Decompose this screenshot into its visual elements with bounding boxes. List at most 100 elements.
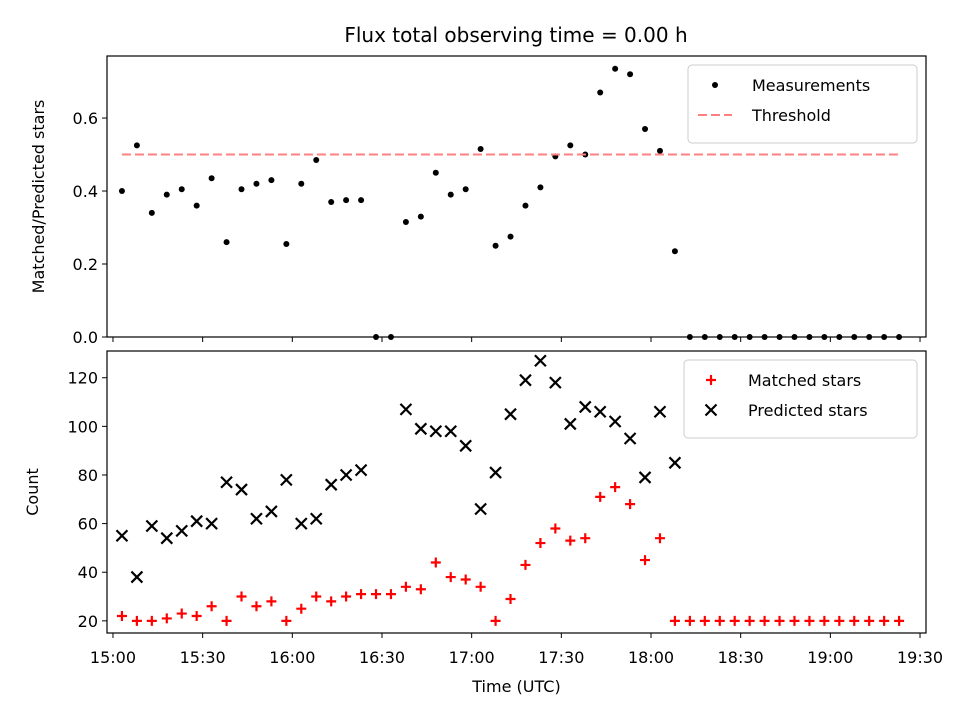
- data-point: [608, 415, 622, 428]
- data-point: [774, 615, 785, 626]
- data-point: [148, 209, 155, 216]
- data-point: [477, 146, 484, 153]
- data-point: [176, 608, 187, 619]
- data-point: [474, 502, 487, 516]
- data-point: [251, 601, 262, 612]
- legend: Matched stars Predicted stars: [683, 359, 918, 439]
- data-point: [235, 483, 248, 496]
- data-point: [268, 177, 275, 184]
- data-point: [597, 89, 604, 96]
- data-point: [175, 524, 189, 538]
- series-matched-stars: [116, 482, 905, 626]
- data-point: [326, 596, 337, 607]
- data-point: [610, 482, 621, 493]
- data-point: [627, 71, 634, 78]
- data-point: [849, 615, 860, 626]
- data-point: [535, 538, 546, 549]
- y-axis-label: Matched/Predicted stars: [29, 100, 48, 294]
- data-point: [669, 615, 680, 626]
- data-point: [789, 615, 800, 626]
- data-point: [298, 180, 305, 187]
- data-point: [894, 615, 905, 626]
- data-point: [280, 473, 293, 487]
- data-point: [567, 142, 574, 149]
- data-point: [640, 555, 651, 566]
- data-point: [339, 468, 353, 482]
- legend-marker: [712, 82, 718, 88]
- data-point: [191, 610, 202, 621]
- data-point: [417, 213, 424, 220]
- data-point: [459, 439, 472, 453]
- data-point: [178, 186, 185, 193]
- data-point: [311, 591, 322, 602]
- data-point: [115, 529, 129, 543]
- data-point: [220, 475, 233, 489]
- data-point: [341, 591, 352, 602]
- y-tick-label: 0.0: [73, 328, 98, 347]
- data-point: [324, 478, 338, 491]
- data-point: [208, 175, 215, 182]
- data-point: [238, 186, 245, 193]
- data-point: [131, 615, 142, 626]
- data-point: [490, 615, 501, 626]
- data-point: [656, 147, 663, 154]
- data-point: [504, 407, 517, 421]
- data-point: [253, 180, 260, 187]
- data-point: [668, 456, 682, 470]
- data-point: [580, 533, 591, 544]
- bottom-plot-area: 20 40 60 80 100 120 15:00 15:30 16:00 16:30 17:00 1…: [23, 350, 943, 696]
- data-point: [864, 615, 875, 626]
- data-point: [653, 405, 667, 419]
- data-point: [654, 533, 665, 544]
- plot-frame: [106, 350, 927, 634]
- data-point: [623, 432, 637, 445]
- data-point: [205, 517, 218, 530]
- x-tick-label: 15:00: [90, 648, 136, 667]
- data-point: [520, 559, 531, 570]
- top-plot-area: 0.0 0.2 0.4 0.6 Matched/Predicted stars Measu…: [29, 55, 927, 347]
- data-point: [223, 239, 230, 246]
- legend-label: Threshold: [751, 106, 831, 125]
- data-point: [193, 202, 200, 209]
- data-point: [145, 519, 159, 533]
- x-tick-label: 17:00: [449, 648, 495, 667]
- data-point: [116, 610, 127, 621]
- y-tick-label: 0.6: [73, 109, 98, 128]
- x-axis-label: Time (UTC): [471, 677, 560, 696]
- data-point: [714, 615, 725, 626]
- data-point: [399, 403, 413, 416]
- data-point: [534, 354, 547, 368]
- data-point: [190, 514, 203, 528]
- data-point: [429, 424, 443, 438]
- data-point: [642, 125, 649, 132]
- data-point: [879, 615, 890, 626]
- data-point: [385, 589, 396, 600]
- data-point: [460, 574, 471, 585]
- data-point: [638, 471, 652, 484]
- data-point: [358, 197, 365, 204]
- legend-label: Matched stars: [748, 371, 861, 390]
- data-point: [371, 589, 382, 600]
- data-point: [564, 417, 577, 431]
- data-point: [595, 491, 606, 502]
- chart-title: Flux total observing time = 0.00 h: [344, 23, 687, 47]
- data-point: [549, 376, 562, 389]
- data-point: [625, 499, 636, 510]
- data-point: [400, 581, 411, 592]
- data-point: [118, 188, 125, 195]
- x-tick-label: 18:30: [718, 648, 764, 667]
- data-point: [505, 593, 516, 604]
- x-tick-label: 19:30: [897, 648, 943, 667]
- y-tick-label: 20: [78, 612, 98, 631]
- data-point: [414, 422, 428, 436]
- data-point: [578, 400, 592, 414]
- data-point: [819, 615, 830, 626]
- data-point: [462, 186, 469, 193]
- legend-box: [683, 359, 918, 439]
- data-point: [415, 584, 426, 595]
- data-point: [444, 424, 458, 438]
- data-point: [489, 466, 502, 479]
- data-point: [133, 142, 140, 149]
- data-point: [309, 512, 323, 526]
